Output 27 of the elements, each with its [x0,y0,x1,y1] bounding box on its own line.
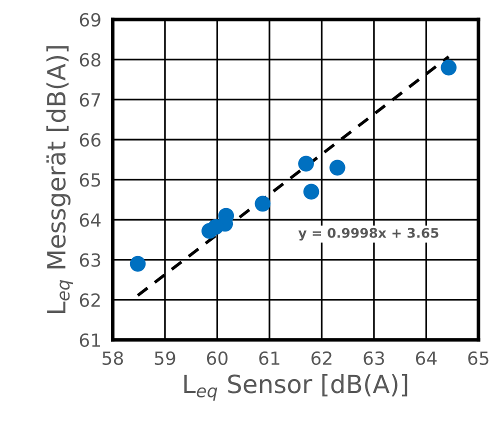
y-tick-label: 61 [80,333,100,348]
point [130,256,146,272]
x-tick-label: 58 [102,351,123,365]
y-tick-label: 68 [80,52,100,67]
y-tick-label: 63 [80,253,100,267]
y-tick-label: 67 [80,93,100,107]
point [303,184,320,200]
point [201,223,218,239]
y-tick-label: 66 [80,133,100,147]
y-tick-label: 65 [80,173,100,187]
x-tick-label: 60 [206,351,228,365]
y-tick-label: 69 [80,12,100,27]
x-axis-title: L$_{eq}$ Sensor [dB(A)] [184,374,408,401]
x-tick-label: 61 [259,351,280,365]
x-tick-label: 64 [416,351,437,365]
point [440,60,457,76]
annotation: y = 0.9998x + 3.65 [298,228,438,241]
point [298,156,314,172]
x-tick-label: 63 [364,351,384,365]
point [254,196,271,212]
y-axis-title: L$_{eq}$ Messgerät [dB(A)] [46,46,74,313]
y-tick-label: 64 [80,213,101,227]
x-tick-label: 59 [154,351,176,365]
x-tick-label: 65 [468,351,488,365]
x-tick-label: 62 [311,351,332,365]
point [329,160,346,176]
y-tick-label: 62 [80,293,100,307]
